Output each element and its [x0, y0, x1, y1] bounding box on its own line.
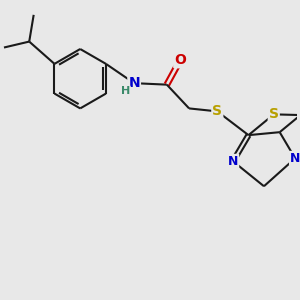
- Text: S: S: [212, 104, 222, 118]
- Text: S: S: [269, 107, 279, 122]
- Text: N: N: [290, 152, 300, 165]
- Text: H: H: [121, 86, 130, 97]
- Text: N: N: [128, 76, 140, 90]
- Text: O: O: [174, 53, 186, 67]
- Text: N: N: [228, 155, 238, 168]
